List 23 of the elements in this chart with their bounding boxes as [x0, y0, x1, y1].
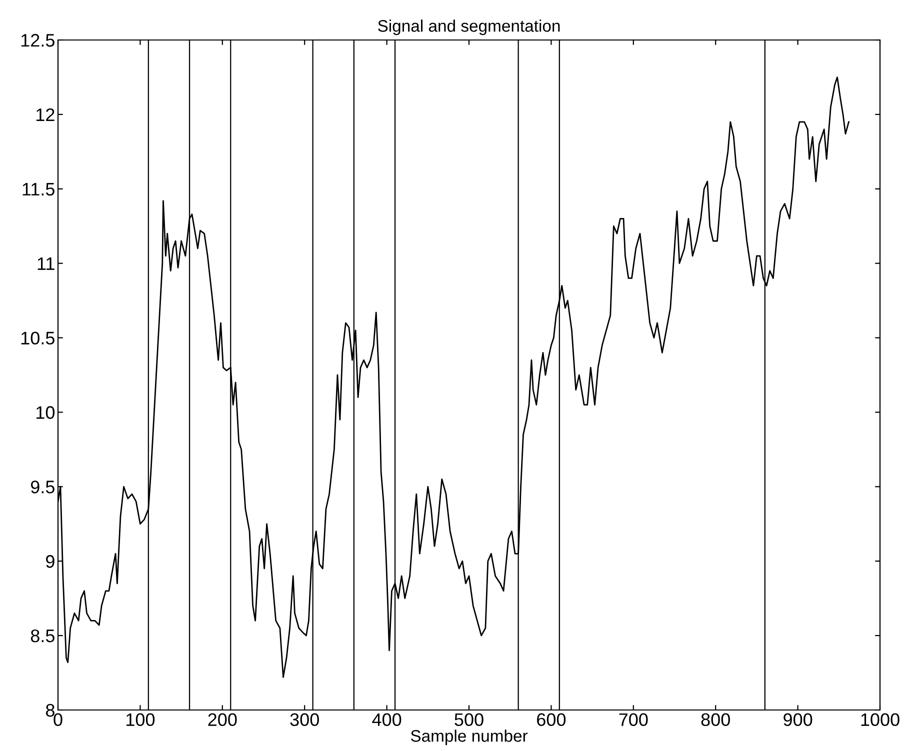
y-tick-label: 9.5	[30, 480, 54, 494]
y-tick-label: 10.5	[21, 332, 54, 344]
x-tick-label: 400	[372, 713, 402, 726]
x-tick-label: 800	[701, 713, 730, 726]
x-tick-label: 700	[619, 713, 648, 726]
x-axis-title: Sample number	[410, 730, 528, 746]
y-tick-label: 11.5	[22, 183, 54, 196]
y-tick-label: 12	[36, 108, 54, 121]
x-tick-label: 600	[537, 713, 566, 726]
x-tick-label: 900	[784, 713, 812, 726]
chart-title: Signal and segmentation	[378, 20, 560, 36]
x-tick-label: 1000	[861, 713, 900, 726]
y-tick-label: 10	[36, 406, 55, 419]
y-tick-label: 12.5	[21, 34, 54, 47]
x-tick-label: 100	[126, 713, 155, 726]
y-tick-label: 9	[46, 555, 54, 568]
y-tick-label: 8	[46, 704, 54, 717]
y-tick-label: 11	[38, 257, 54, 270]
x-tick-label: 500	[454, 713, 484, 726]
y-tick-label: 8.5	[30, 629, 54, 642]
x-tick-label: 200	[208, 713, 237, 726]
x-tick-label: 300	[290, 713, 319, 726]
x-tick-label: 0	[54, 713, 62, 726]
